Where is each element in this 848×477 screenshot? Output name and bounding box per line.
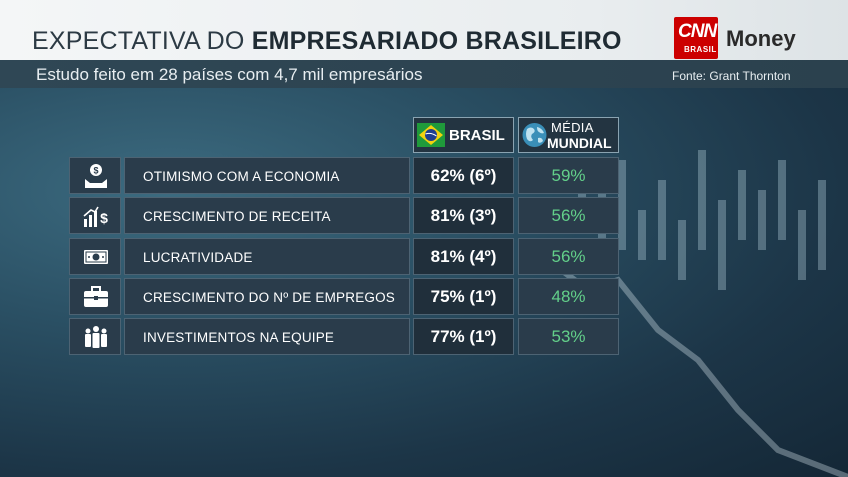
brasil-value: 81% (4º) [430, 247, 497, 266]
row-label-cell: CRESCIMENTO DO Nº DE EMPREGOS [124, 278, 410, 315]
media-label: MÉDIA [551, 120, 594, 135]
brazil-flag-icon [417, 123, 445, 147]
media-mundial-value-cell: 56% [518, 197, 619, 234]
media-mundial-value-cell: 53% [518, 318, 619, 355]
brasil-value-cell: 75% (1º) [413, 278, 514, 315]
media-mundial-value: 53% [551, 327, 586, 346]
row-icon-cell: $ [69, 157, 121, 194]
row-label: CRESCIMENTO DE RECEITA [143, 209, 331, 224]
cnn-brasil-badge: CNN BRASIL [674, 17, 718, 59]
team-icon [85, 326, 107, 348]
source-credit: Fonte: Grant Thornton [672, 69, 791, 83]
brasil-value-cell: 81% (4º) [413, 238, 514, 275]
brasil-value: 81% (3º) [430, 206, 497, 225]
column-header-media-mundial: MÉDIA MUNDIAL [518, 117, 619, 153]
cnn-logo-text: CNN [678, 21, 717, 42]
brasil-value-cell: 62% (6º) [413, 157, 514, 194]
briefcase-icon [84, 286, 108, 307]
money-logo-text: Money [726, 26, 796, 51]
media-mundial-value: 48% [551, 287, 586, 306]
subtitle: Estudo feito em 28 países com 4,7 mil em… [36, 65, 423, 84]
media-mundial-value: 56% [551, 206, 586, 225]
media-mundial-value-cell: 56% [518, 238, 619, 275]
money-hand-icon: $ [85, 164, 107, 188]
cnn-money-logo: CNN BRASIL Money [674, 17, 826, 59]
subtitle-band [0, 60, 848, 88]
media-mundial-value-cell: 59% [518, 157, 619, 194]
title-light-text: EXPECTATIVA DO [32, 27, 252, 55]
media-mundial-value-cell: 48% [518, 278, 619, 315]
row-label-cell: CRESCIMENTO DE RECEITA [124, 197, 410, 234]
cnn-brasil-text: BRASIL [684, 45, 717, 54]
title-bold-text: EMPRESARIADO BRASILEIRO [251, 27, 622, 55]
brasil-value: 77% (1º) [430, 327, 497, 346]
row-label-cell: INVESTIMENTOS NA EQUIPE [124, 318, 410, 355]
page-title: EXPECTATIVA DO EMPRESARIADO BRASILEIRO [32, 27, 622, 56]
row-label-cell: OTIMISMO COM A ECONOMIA [124, 157, 410, 194]
mundial-label: MUNDIAL [547, 135, 612, 151]
globe-icon [522, 123, 547, 147]
svg-text:$: $ [100, 210, 108, 226]
row-icon-cell [69, 278, 121, 315]
brasil-value: 62% (6º) [430, 166, 497, 185]
revenue-growth-icon: $ [83, 206, 108, 227]
banknote-icon [84, 250, 108, 264]
row-label-cell: LUCRATIVIDADE [124, 238, 410, 275]
brasil-value-cell: 77% (1º) [413, 318, 514, 355]
svg-text:$: $ [93, 166, 98, 176]
row-icon-cell [69, 318, 121, 355]
brasil-value-cell: 81% (3º) [413, 197, 514, 234]
row-label: CRESCIMENTO DO Nº DE EMPREGOS [143, 290, 396, 305]
brasil-value: 75% (1º) [430, 287, 497, 306]
row-label: OTIMISMO COM A ECONOMIA [143, 169, 340, 184]
media-mundial-value: 59% [551, 166, 586, 185]
row-icon-cell: $ [69, 197, 121, 234]
column-header-brasil: BRASIL [413, 117, 514, 153]
media-mundial-value: 56% [551, 247, 586, 266]
row-label: LUCRATIVIDADE [143, 250, 253, 265]
row-icon-cell [69, 238, 121, 275]
brasil-label: BRASIL [449, 127, 505, 144]
row-label: INVESTIMENTOS NA EQUIPE [143, 330, 335, 345]
